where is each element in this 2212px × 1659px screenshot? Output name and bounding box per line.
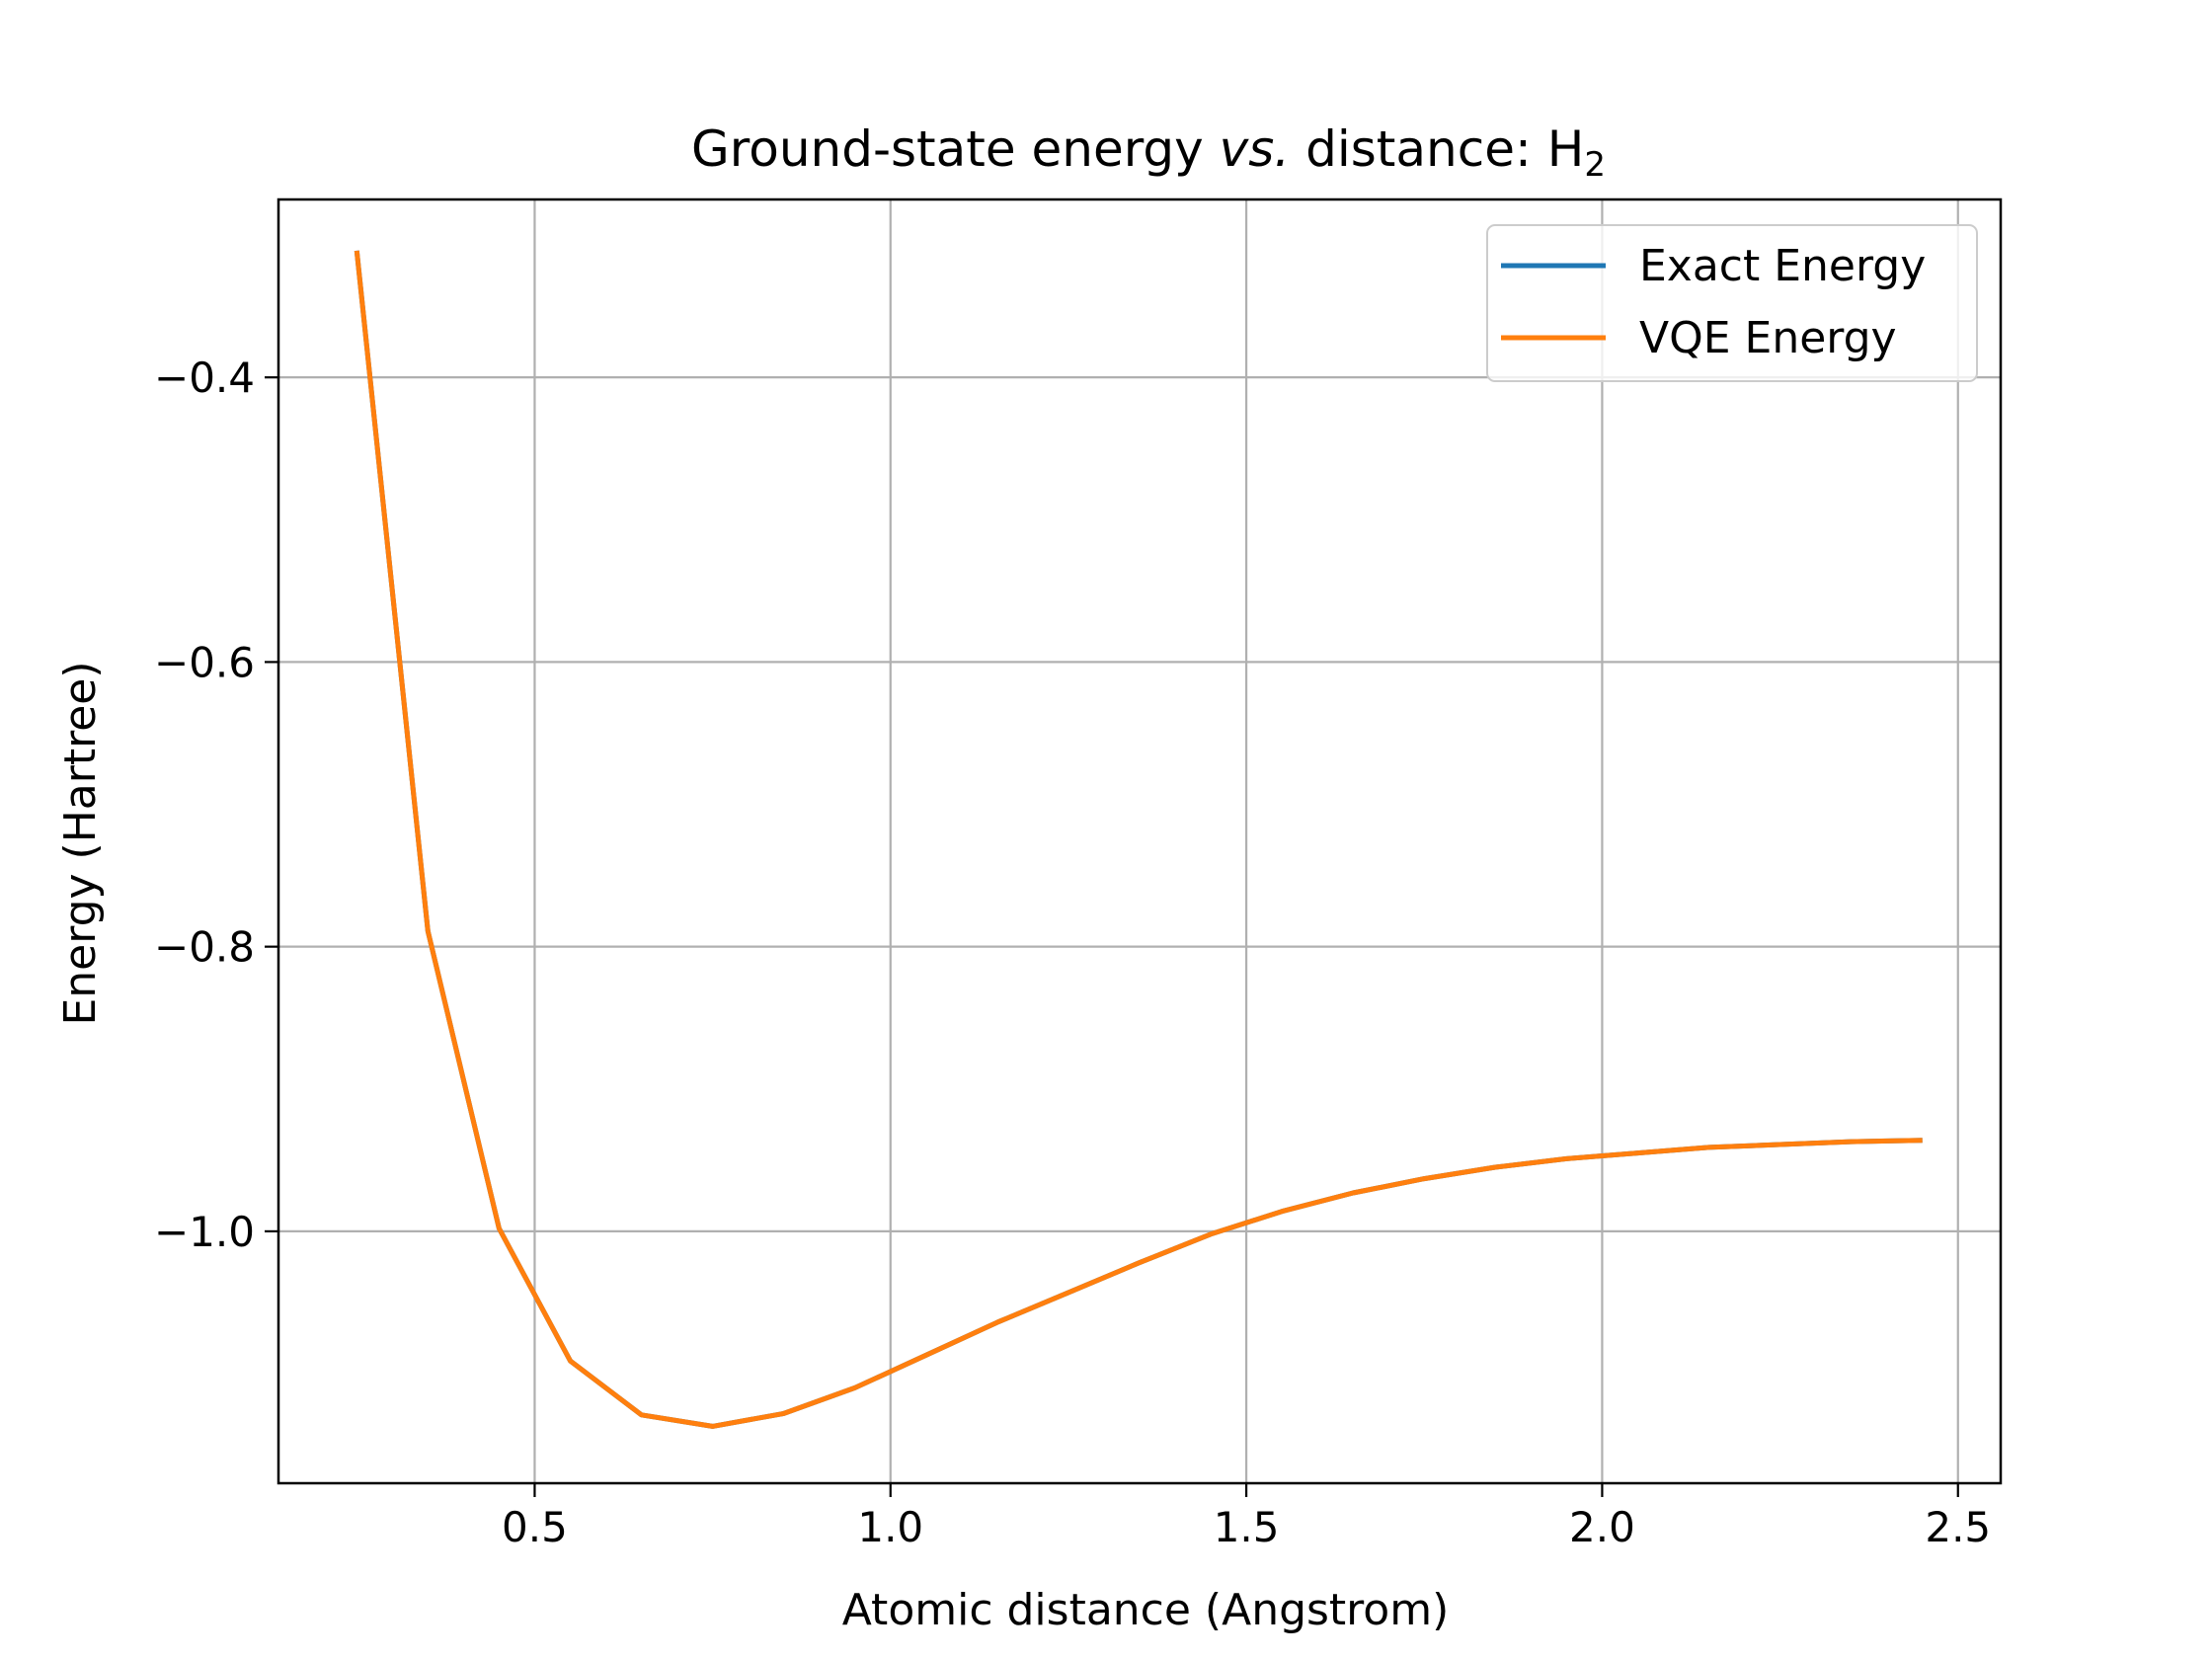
legend: Exact Energy VQE Energy	[1486, 224, 1978, 382]
x-tick-label: 1.5	[1214, 1503, 1280, 1551]
legend-box	[1486, 224, 1978, 382]
chart-title-middle: distance: H	[1290, 120, 1584, 178]
y-axis-ticks: −1.0 −0.8 −0.6 −0.4	[154, 354, 278, 1256]
chart-title-prefix: Ground-state energy	[691, 120, 1220, 178]
y-axis-label: Energy (Hartree)	[55, 661, 106, 1025]
chart-title-italic: vs.	[1220, 120, 1291, 178]
x-tick-label: 0.5	[502, 1503, 568, 1551]
y-tick-label: −1.0	[154, 1208, 255, 1256]
chart-title: Ground-state energy vs. distance: H2	[691, 120, 1606, 185]
chart-title-subscript: 2	[1584, 145, 1606, 185]
plot-lines	[354, 250, 1923, 1429]
legend-label-vqe-energy: VQE Energy	[1639, 313, 1897, 363]
x-axis-label: Atomic distance (Angstrom)	[842, 1585, 1450, 1635]
x-tick-label: 2.5	[1925, 1503, 1991, 1551]
legend-label-exact-energy: Exact Energy	[1639, 241, 1926, 291]
x-tick-label: 1.0	[857, 1503, 923, 1551]
x-axis-ticks: 0.5 1.0 1.5 2.0 2.5	[502, 1483, 1991, 1551]
series-line-vqe-energy	[354, 250, 1923, 1429]
x-tick-label: 2.0	[1569, 1503, 1635, 1551]
y-tick-label: −0.6	[154, 638, 255, 686]
grid-lines	[278, 199, 2001, 1483]
y-tick-label: −0.8	[154, 923, 255, 972]
plot-area-frame	[276, 198, 2003, 1485]
y-tick-label: −0.4	[154, 354, 255, 402]
